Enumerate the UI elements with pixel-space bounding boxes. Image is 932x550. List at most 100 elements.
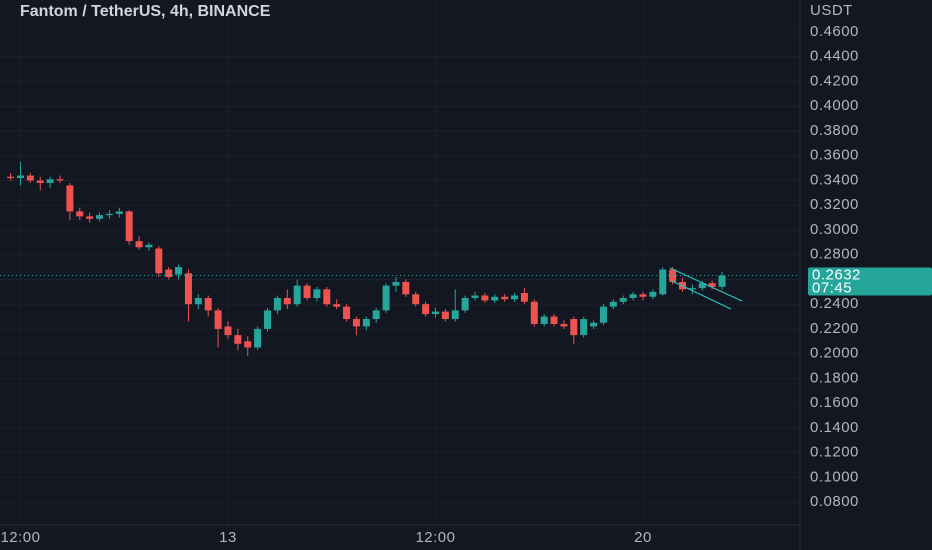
candle-body [145,244,153,248]
candle-body [125,211,133,242]
candle-body [392,281,400,286]
candle-body [698,283,706,289]
x-tick-label: 20 [634,529,652,546]
y-tick-label: 0.3600 [810,147,859,164]
y-tick-label: 0.4200 [810,72,859,89]
candle-body [422,304,430,315]
candle-body [293,285,301,305]
x-tick-label: 12:00 [415,529,455,546]
candle-body [343,306,351,320]
candle-body [105,213,113,216]
y-tick-label: 0.2400 [810,295,859,312]
countdown-label: 07:45 [812,279,852,296]
candle-body [382,285,390,311]
candle-body [16,175,24,179]
trend-line [669,267,743,302]
candle-body [244,341,252,348]
axis-unit: USDT [810,2,853,19]
candle-body [46,179,54,183]
chart-title: Fantom / TetherUS, 4h, BINANCE [20,3,271,20]
candle-body [313,289,321,299]
x-tick-label: 13 [219,529,237,546]
candle-body [26,175,34,181]
candle-body [471,295,479,299]
y-tick-label: 0.3800 [810,122,859,139]
y-tick-label: 0.4000 [810,97,859,114]
candle-body [511,295,519,300]
candle-body [629,294,637,299]
candle-body [36,180,44,183]
candle-body [303,285,311,299]
candle-body [273,298,281,311]
candle-body [66,185,74,212]
candle-body [96,215,104,219]
candle-body [639,294,647,297]
candle-body [718,275,726,287]
candle-body [194,298,202,305]
candle-body [599,306,607,323]
candle-body [224,326,232,336]
candle-body [609,301,617,307]
candle-body [323,289,331,305]
y-tick-label: 0.3200 [810,196,859,213]
candle-body [155,248,163,274]
candle-body [402,281,410,295]
candle-body [333,304,341,307]
y-tick-label: 0.3400 [810,171,859,188]
candle-body [501,296,509,300]
candle-body [491,296,499,301]
candle-body [461,298,469,311]
y-tick-label: 0.1800 [810,369,859,386]
candle-body [372,310,380,320]
y-tick-label: 0.4600 [810,23,859,40]
candle-body [688,288,696,290]
candle-body [115,211,123,214]
y-tick-label: 0.1000 [810,468,859,485]
candle-body [441,311,449,320]
candle-body [234,335,242,344]
candle-body [649,291,657,297]
trend-line [671,280,732,310]
candle-body [175,267,183,275]
candle-body [570,319,578,336]
y-tick-label: 0.2000 [810,345,859,362]
y-tick-label: 0.0800 [810,493,859,510]
candle-body [530,301,538,324]
candle-body [7,176,15,179]
candle-body [362,319,370,327]
candle-body [590,322,598,327]
y-tick-label: 0.3000 [810,221,859,238]
candle-body [214,310,222,329]
x-tick-label: 12:00 [0,529,40,546]
candle-body [283,298,291,305]
y-tick-label: 0.1600 [810,394,859,411]
y-tick-label: 0.4400 [810,48,859,65]
candle-body [560,323,568,327]
candle-body [540,316,548,324]
last-price-box [808,267,932,296]
candle-body [431,311,439,315]
candle-body [481,295,489,301]
candle-body [580,319,588,336]
grid [0,0,800,525]
candle-body [352,319,360,327]
y-tick-label: 0.2800 [810,246,859,263]
candle-body [264,310,272,329]
candle-body [520,293,528,302]
y-tick-label: 0.1200 [810,444,859,461]
candle-body [659,269,667,295]
candle-body [135,241,143,248]
candle-body [254,328,262,348]
candle-body [86,216,94,219]
candle-body [165,269,173,277]
candle-body [56,179,64,181]
candle-body [412,294,420,305]
y-tick-label: 0.1400 [810,419,859,436]
candle-body [184,273,192,305]
candle-body [204,298,212,311]
candle-body [76,211,84,217]
candle-body [619,298,627,302]
candle-body [708,283,716,287]
candles [7,161,726,357]
